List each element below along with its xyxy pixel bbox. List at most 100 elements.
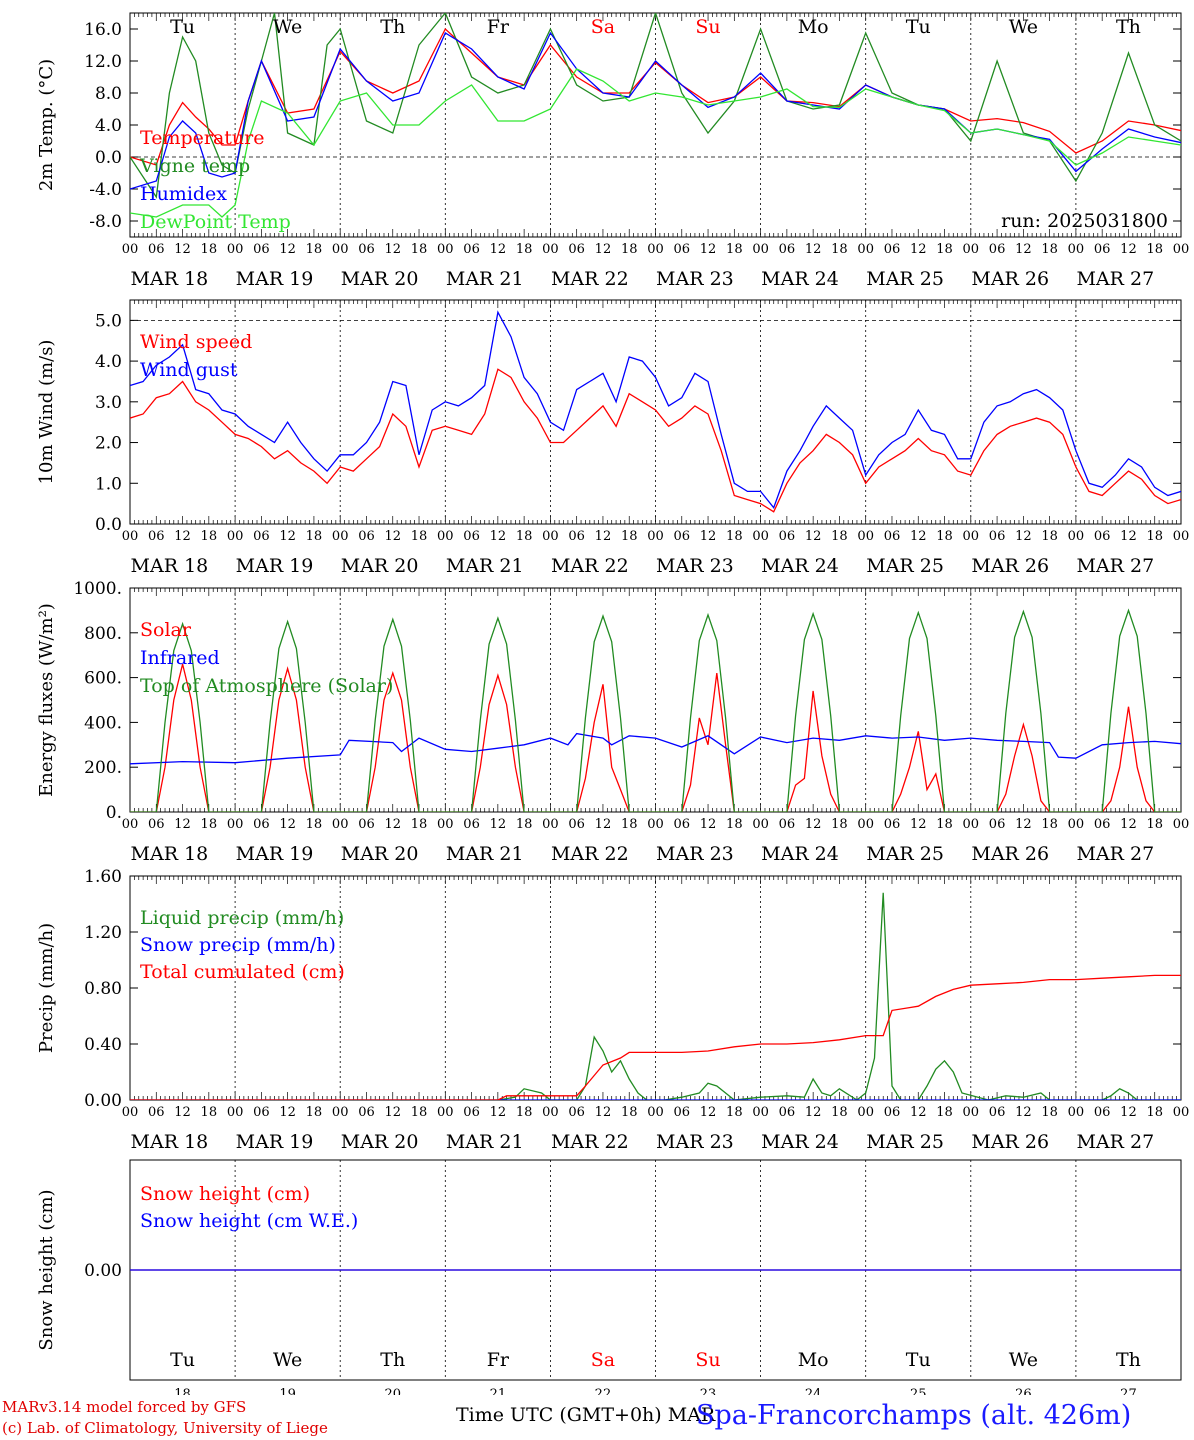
date-label: MAR 20	[341, 555, 419, 577]
date-label: MAR 20	[341, 268, 419, 290]
date-label: MAR 18	[131, 1131, 209, 1153]
y-axis-title: 2m Temp. (°C)	[36, 59, 57, 191]
hour-label: 06	[568, 529, 585, 544]
hour-label: 12	[1015, 1105, 1032, 1120]
hour-label: 06	[779, 242, 796, 257]
hour-label: 18	[1146, 242, 1163, 257]
hour-label: 00	[1173, 1105, 1190, 1120]
legend-entry: Snow precip (mm/h)	[140, 934, 336, 956]
hour-label: 18	[936, 242, 953, 257]
hour-label: 00	[963, 1105, 980, 1120]
date-label: MAR 27	[1076, 268, 1154, 290]
hour-label: 06	[1094, 529, 1111, 544]
hour-label: 12	[805, 817, 822, 832]
y-tick-label: 1.60	[84, 867, 122, 887]
hour-label: 12	[595, 817, 612, 832]
day-name: Th	[1116, 1349, 1141, 1371]
hour-label: 06	[884, 1105, 901, 1120]
hour-label: 00	[1173, 529, 1190, 544]
date-label: MAR 23	[656, 843, 734, 865]
panel-wind: 5.0 4.0 3.0 2.0 1.0 0.0 10m Wind (m/s) Wind spe…	[36, 299, 1190, 577]
hour-label: 06	[779, 1105, 796, 1120]
hour-label: 00	[647, 529, 664, 544]
hour-label: 12	[700, 242, 717, 257]
date-label: MAR 19	[236, 1131, 314, 1153]
hour-label: 06	[989, 817, 1006, 832]
hour-label: 12	[910, 529, 927, 544]
hour-label: 18	[516, 1105, 533, 1120]
day-name: We	[273, 16, 302, 38]
hour-label: 00	[542, 817, 559, 832]
hour-label: 18	[201, 242, 218, 257]
hour-label: 06	[148, 242, 165, 257]
x-axis-month: MAR	[667, 1404, 716, 1426]
hour-label: 00	[227, 529, 244, 544]
date-label: MAR 22	[551, 555, 629, 577]
series-line-0	[130, 368, 1181, 513]
date-label: MAR 26	[971, 1131, 1049, 1153]
credit-line-1: MARv3.14 model forced by GFS	[2, 1398, 247, 1416]
day-number: 23	[700, 1387, 717, 1395]
hour-label: 00	[542, 529, 559, 544]
date-label: MAR 19	[236, 843, 314, 865]
day-name: Tu	[906, 1349, 931, 1371]
hour-label: 18	[306, 1105, 323, 1120]
hour-label: 06	[358, 817, 375, 832]
hour-label: 06	[253, 242, 270, 257]
y-tick-label: 600.	[84, 669, 122, 689]
hour-label: 12	[700, 1105, 717, 1120]
series-line-3	[130, 68, 1181, 218]
y-tick-label: 1.0	[95, 474, 122, 494]
y-tick-label: 1.20	[84, 923, 122, 943]
hour-label: 06	[148, 1105, 165, 1120]
hour-label: 06	[568, 242, 585, 257]
hour-label: 06	[148, 817, 165, 832]
hour-label: 06	[779, 817, 796, 832]
panel-temp: 16.0 12.0 8.0 4.0 0.0 -4.0 -8.0 2m Temp. (°C) Te…	[36, 12, 1189, 290]
day-number: 18	[174, 1387, 191, 1395]
date-label: MAR 24	[761, 1131, 839, 1153]
hour-label: 00	[227, 242, 244, 257]
meteogram-svg: 16.0 12.0 8.0 4.0 0.0 -4.0 -8.0 2m Temp. (°C) Te…	[36, 12, 1190, 1402]
hour-label: 00	[963, 529, 980, 544]
panel-precip: 1.60 1.20 0.80 0.40 0.00 Precip (mm/h) Liquid …	[36, 867, 1189, 1153]
legend-entry: Snow height (cm)	[140, 1183, 310, 1205]
hour-label: 06	[1094, 1105, 1111, 1120]
day-name: Tu	[170, 1349, 195, 1371]
panel-snow: 0.00 Snow height (cm) Snow height (cm) Snow…	[36, 1159, 1182, 1402]
date-label: MAR 26	[971, 268, 1049, 290]
series-line-0	[130, 892, 1181, 1100]
day-name: We	[1009, 16, 1038, 38]
hour-label: 12	[1015, 529, 1032, 544]
hour-label: 00	[857, 529, 874, 544]
hour-label: 18	[1041, 529, 1058, 544]
hour-label: 00	[437, 529, 454, 544]
hour-label: 06	[358, 242, 375, 257]
date-label: MAR 23	[656, 1131, 734, 1153]
hour-label: 06	[1094, 817, 1111, 832]
hour-label: 12	[384, 1105, 401, 1120]
date-label: MAR 19	[236, 268, 314, 290]
hour-label: 18	[201, 1105, 218, 1120]
hour-label: 12	[384, 529, 401, 544]
hour-label: 18	[1041, 1105, 1058, 1120]
series-line-0	[130, 664, 1181, 812]
day-name: Sa	[591, 16, 615, 38]
hour-label: 18	[621, 529, 638, 544]
day-name: Sa	[591, 1349, 615, 1371]
hour-label: 00	[122, 242, 139, 257]
hour-label: 18	[1041, 242, 1058, 257]
hour-label: 00	[122, 529, 139, 544]
y-tick-label: -4.0	[89, 180, 122, 200]
hour-label: 18	[726, 529, 743, 544]
hour-label: 12	[1015, 817, 1032, 832]
hour-label: 18	[201, 529, 218, 544]
hour-label: 18	[621, 242, 638, 257]
date-label: MAR 27	[1076, 843, 1154, 865]
hour-label: 18	[1146, 817, 1163, 832]
legend-entry: Snow height (cm W.E.)	[140, 1210, 358, 1232]
date-label: MAR 25	[866, 268, 944, 290]
y-tick-label: 800.	[84, 624, 122, 644]
y-axis-title: Energy fluxes (W/m²)	[36, 603, 57, 797]
hour-label: 06	[989, 242, 1006, 257]
